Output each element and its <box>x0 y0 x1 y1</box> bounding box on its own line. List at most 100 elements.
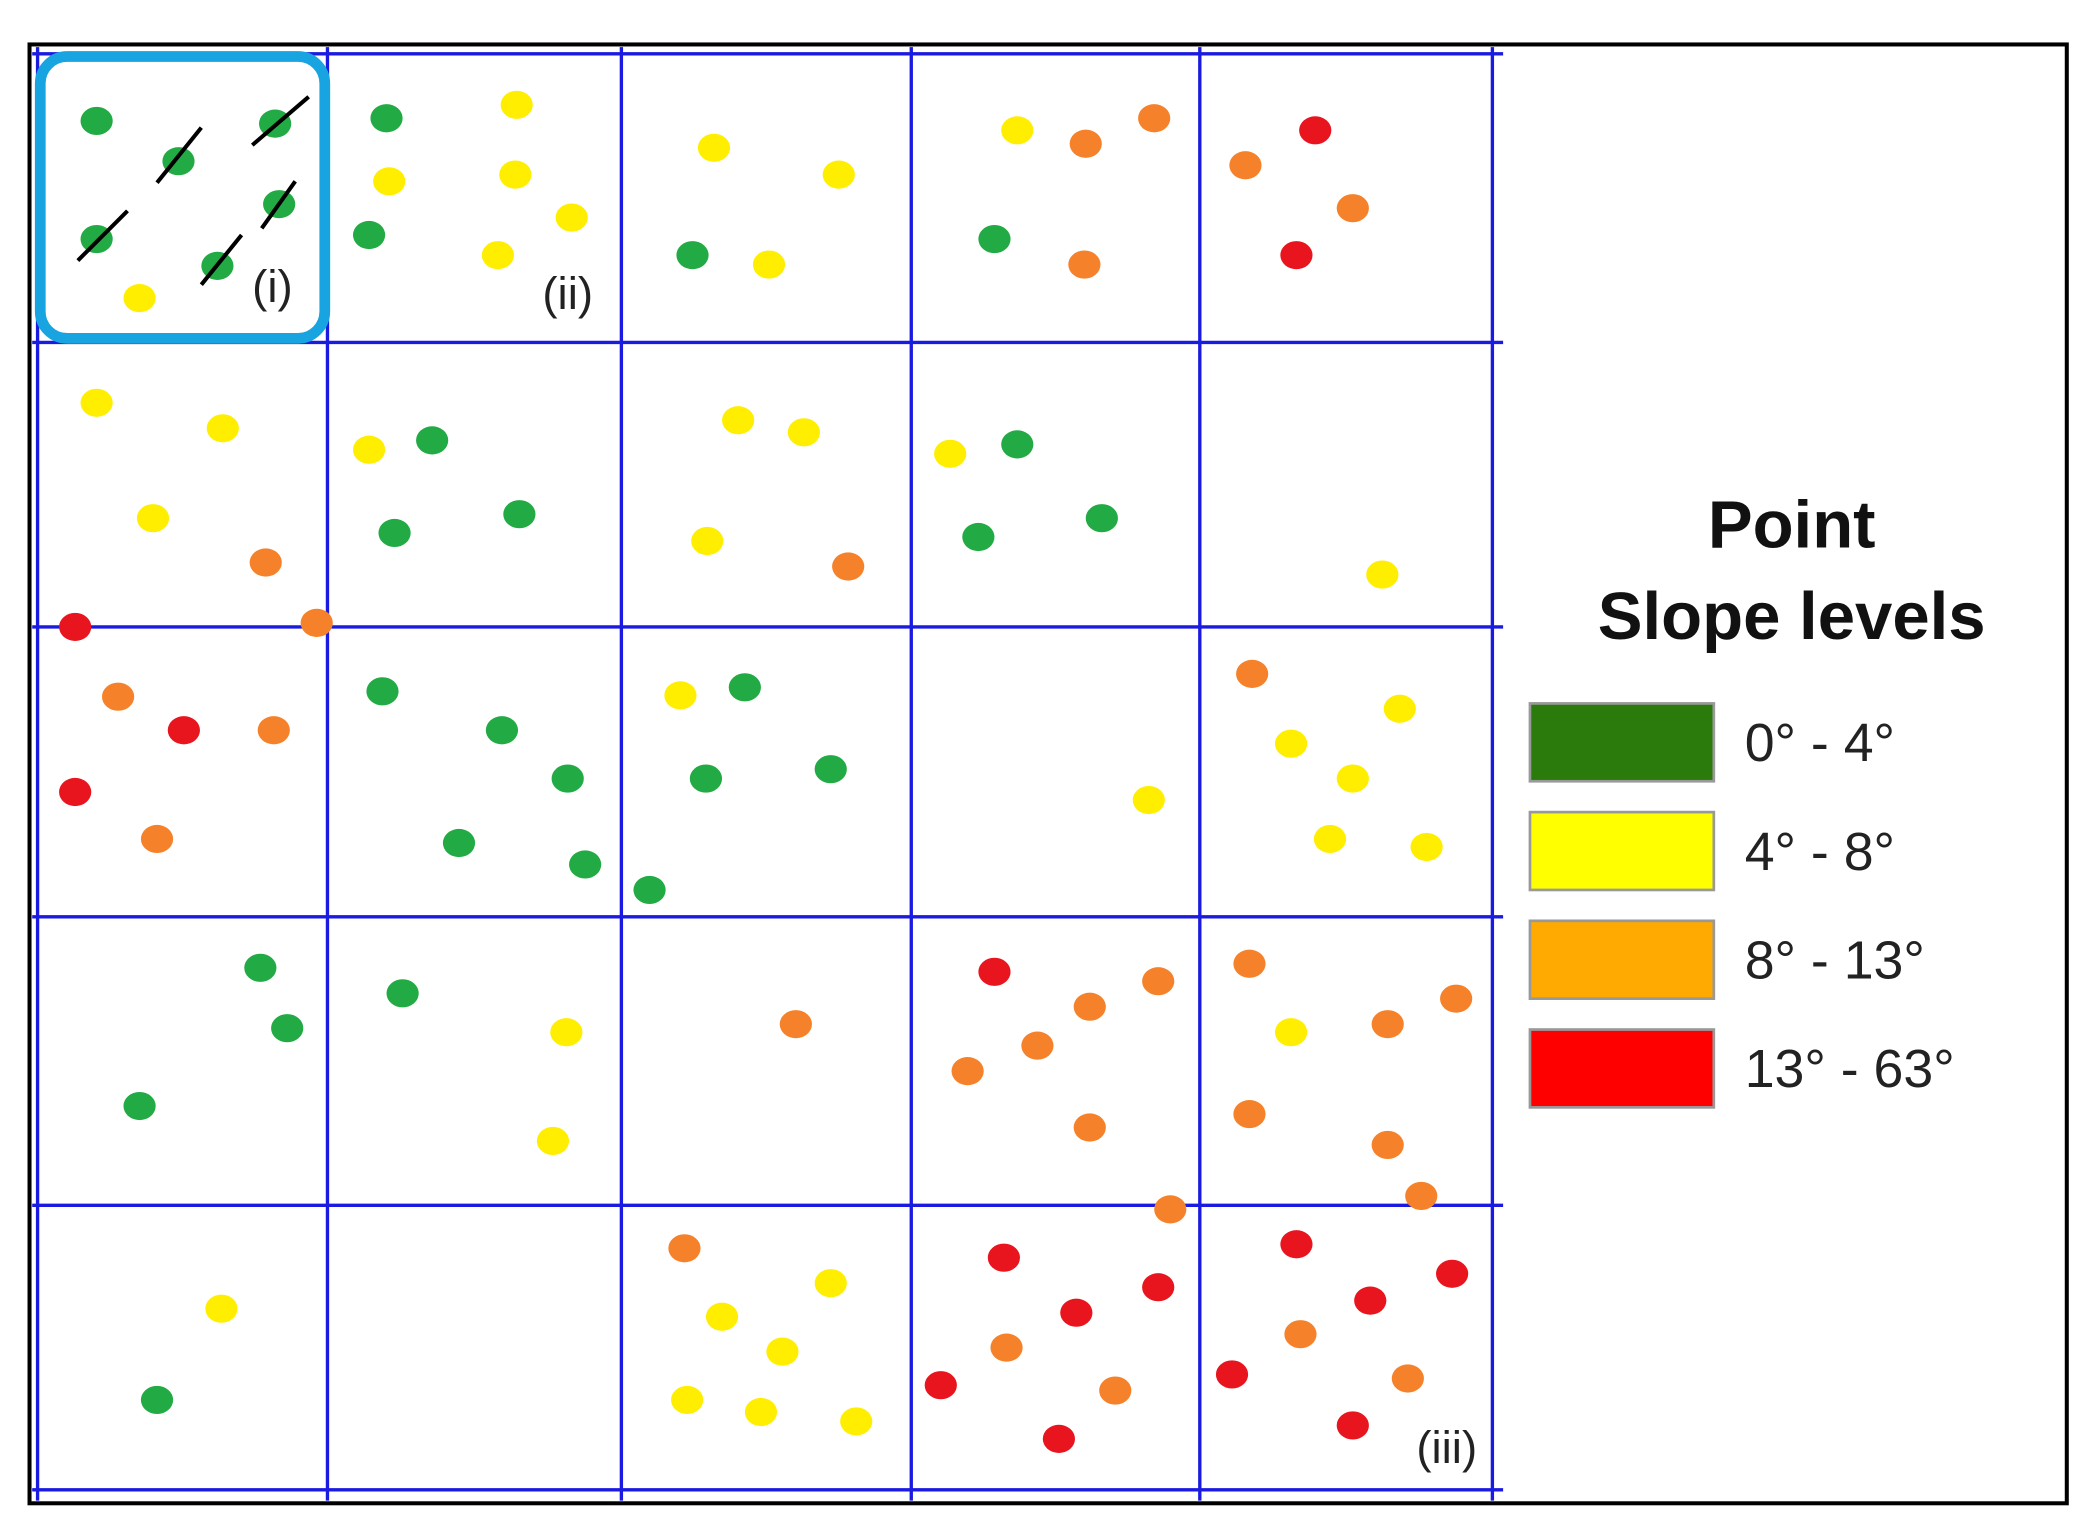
point <box>668 1234 701 1263</box>
point <box>962 522 995 552</box>
legend-label: 8° - 13° <box>1745 931 1925 991</box>
point <box>1142 1273 1175 1302</box>
point <box>990 1333 1023 1362</box>
point <box>1299 116 1332 145</box>
point <box>1229 151 1262 180</box>
point <box>551 764 584 793</box>
point <box>832 552 865 581</box>
point <box>370 104 403 133</box>
point <box>1236 659 1269 688</box>
point <box>1313 824 1347 854</box>
legend-swatch <box>1528 702 1716 783</box>
point <box>1371 1130 1404 1160</box>
point <box>671 1385 704 1415</box>
point <box>1099 1376 1132 1405</box>
point <box>1336 1411 1369 1440</box>
point <box>123 1091 156 1121</box>
point <box>167 716 200 745</box>
point <box>416 426 449 455</box>
point <box>1068 250 1101 279</box>
legend-label: 0° - 4° <box>1745 713 1895 773</box>
point <box>1280 1230 1313 1259</box>
point <box>822 160 855 189</box>
slope-mark <box>155 126 203 184</box>
slope-marks <box>76 95 310 286</box>
panel-labels: (i) (ii) (iii) <box>252 261 1477 1473</box>
point <box>722 406 755 435</box>
legend-swatch <box>1528 1028 1716 1109</box>
point <box>352 435 386 464</box>
point <box>978 224 1011 254</box>
point <box>59 777 92 807</box>
point <box>1391 1364 1424 1393</box>
point <box>1073 1113 1106 1142</box>
point <box>728 673 761 702</box>
point <box>1069 129 1102 158</box>
point <box>1215 1360 1249 1389</box>
point <box>352 220 386 250</box>
point <box>123 284 156 313</box>
slope-mark <box>250 95 310 147</box>
point <box>1410 832 1443 862</box>
point <box>80 106 113 136</box>
point <box>244 953 277 982</box>
point <box>744 1397 778 1427</box>
point <box>1371 1010 1404 1039</box>
point <box>1138 104 1171 133</box>
point <box>503 500 536 529</box>
point <box>934 439 967 468</box>
point <box>500 90 533 119</box>
point <box>140 824 174 854</box>
point <box>1366 560 1399 589</box>
slope-mark <box>76 209 129 262</box>
legend: 0° - 4° 4° - 8° 8° - 13° 13° - 63° <box>1528 702 1955 1109</box>
point <box>205 1294 238 1323</box>
point <box>1336 764 1369 793</box>
point <box>257 716 290 745</box>
point <box>1274 729 1308 758</box>
point <box>1021 1031 1054 1060</box>
points <box>59 90 1473 1453</box>
legend-title-line: Point <box>1708 488 1876 563</box>
point <box>814 755 847 784</box>
point <box>840 1407 873 1436</box>
legend-label: 13° - 63° <box>1745 1039 1955 1099</box>
point <box>978 957 1011 986</box>
point <box>766 1337 799 1366</box>
point <box>1405 1181 1438 1211</box>
point <box>386 979 419 1008</box>
panel-label: (iii) <box>1416 1422 1477 1473</box>
point <box>1233 949 1266 978</box>
point <box>1001 116 1034 145</box>
legend-label: 4° - 8° <box>1745 822 1895 882</box>
point <box>664 681 697 710</box>
frame <box>27 42 2069 1506</box>
point <box>752 250 786 279</box>
point <box>442 828 476 858</box>
panel-label: (ii) <box>542 268 593 319</box>
point <box>1132 785 1165 815</box>
point <box>987 1243 1020 1272</box>
point <box>80 388 113 417</box>
point <box>1142 967 1175 996</box>
point <box>1436 1259 1469 1288</box>
point <box>779 1010 812 1039</box>
point <box>206 414 239 443</box>
point <box>691 526 724 556</box>
point <box>481 241 515 270</box>
point <box>373 167 406 196</box>
slope-mark <box>199 233 244 286</box>
point <box>485 716 519 745</box>
point <box>1274 1018 1308 1047</box>
point <box>924 1371 957 1400</box>
point <box>378 518 411 548</box>
point <box>271 1014 304 1043</box>
point <box>1354 1286 1387 1315</box>
point <box>689 764 723 793</box>
point <box>101 682 135 711</box>
point <box>676 241 709 270</box>
slope-mark <box>260 180 297 230</box>
